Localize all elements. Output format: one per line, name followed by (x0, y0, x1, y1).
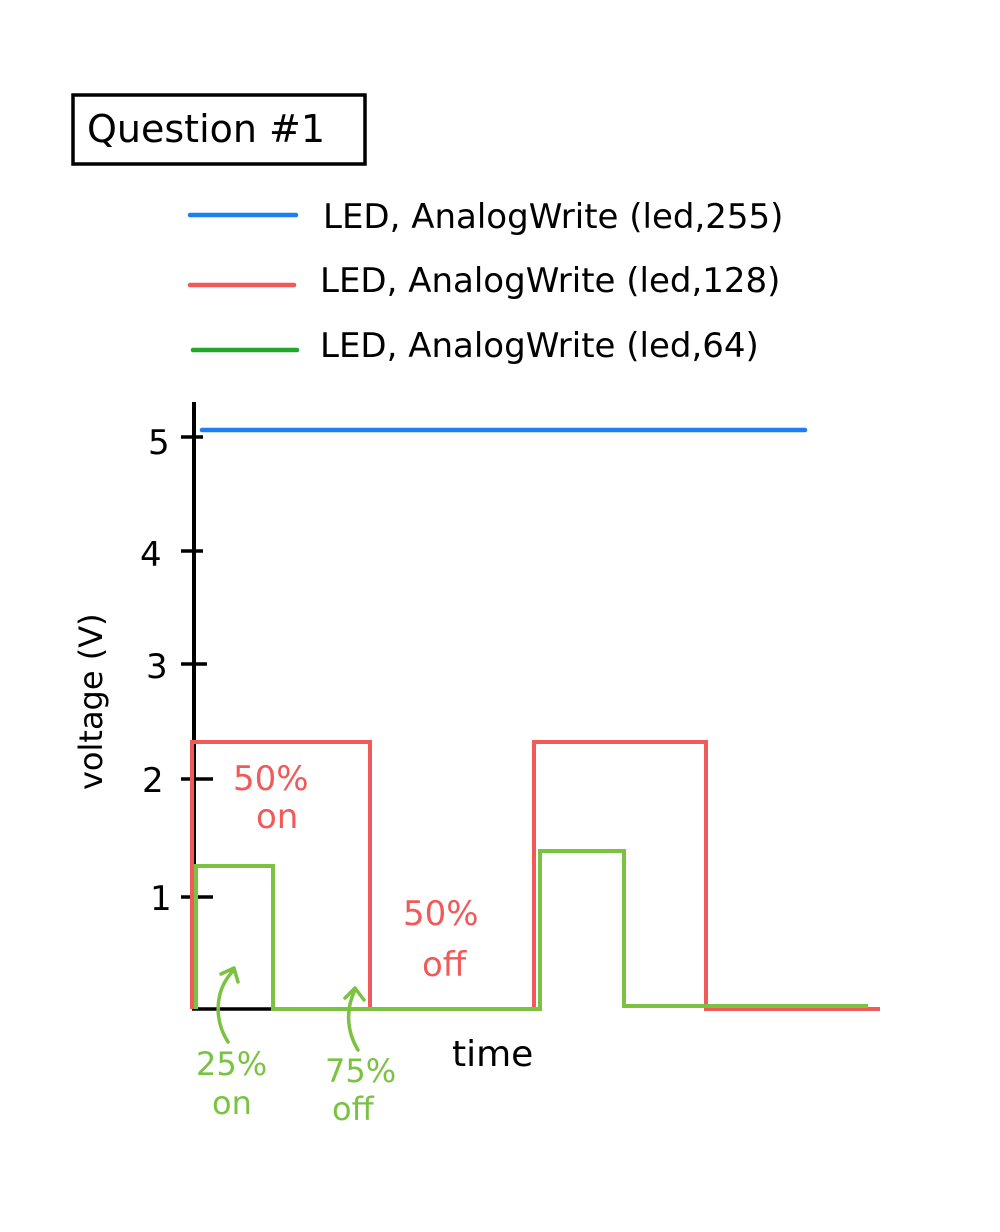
green-off-label: off (332, 1090, 375, 1128)
green-off-percent: 75% (325, 1052, 396, 1090)
red-off-label: off (422, 945, 468, 985)
title-box: Question #1 (71, 93, 367, 166)
legend-label-red: LED, AnalogWrite (led,128) (320, 261, 780, 301)
title-text: Question #1 (87, 107, 325, 151)
legend-label-green: LED, AnalogWrite (led,64) (320, 326, 759, 366)
y-tick-label-4: 4 (140, 535, 162, 575)
green-on-arrow (216, 966, 240, 1044)
legend: LED, AnalogWrite (led,255) LED, AnalogWr… (187, 197, 783, 366)
green-on-percent: 25% (196, 1045, 267, 1083)
y-tick-label-5: 5 (148, 423, 170, 463)
green-on-label: on (212, 1084, 252, 1122)
x-axis-label: time (452, 1034, 533, 1075)
y-axis-label: voltage (V) (72, 613, 110, 790)
red-off-percent: 50% (403, 894, 479, 934)
y-tick-label-2: 2 (142, 761, 164, 801)
series-green-64 (194, 849, 868, 1011)
red-on-percent: 50% (233, 759, 309, 799)
y-tick-label-1: 1 (150, 879, 172, 919)
y-tick-label-3: 3 (146, 647, 168, 687)
red-on-label: on (256, 797, 298, 837)
green-off-arrow (343, 986, 366, 1052)
legend-label-blue: LED, AnalogWrite (led,255) (323, 197, 783, 237)
